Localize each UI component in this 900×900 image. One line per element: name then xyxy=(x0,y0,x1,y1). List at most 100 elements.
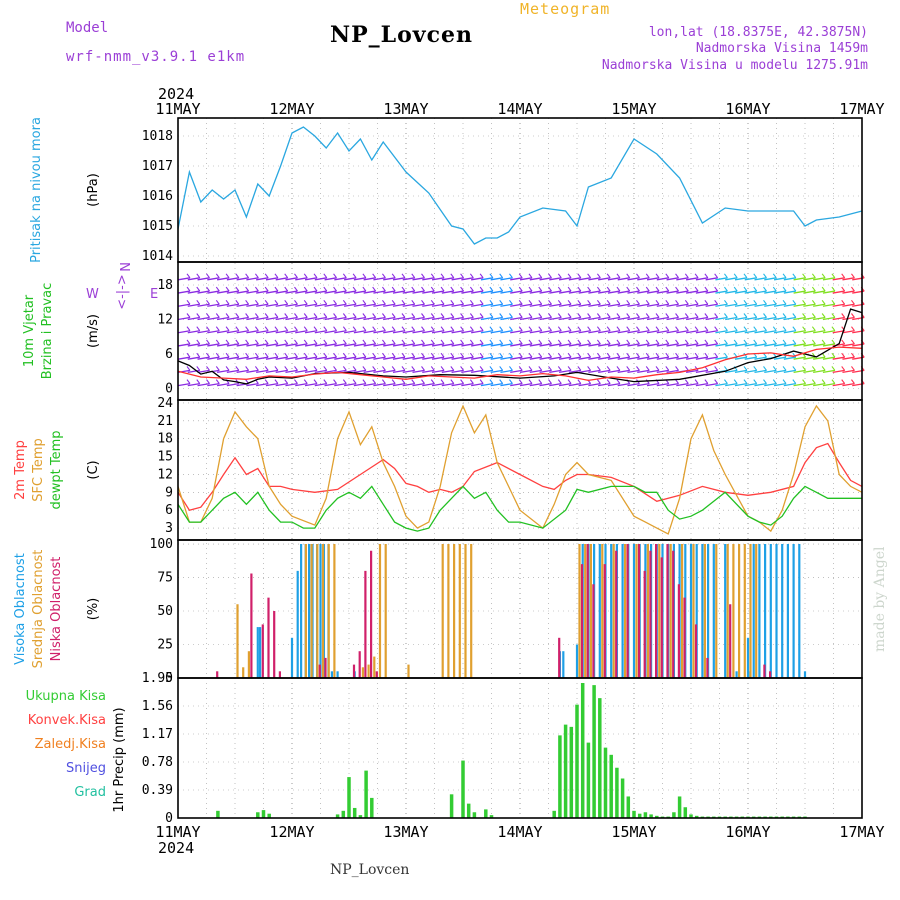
wind-barb xyxy=(284,366,289,371)
wind-barb xyxy=(353,290,366,294)
wind-barb xyxy=(401,273,406,279)
wind-barb xyxy=(626,273,631,279)
wind-barb xyxy=(500,369,513,374)
y-tick-label: 1.56 xyxy=(142,699,173,714)
wind-barb xyxy=(588,330,601,334)
wind-barb xyxy=(842,277,855,281)
wind-barb xyxy=(684,366,689,371)
wind-barb xyxy=(743,326,748,332)
wind-barb xyxy=(695,369,708,374)
wind-barb xyxy=(773,356,787,360)
wind-barb xyxy=(246,356,259,360)
wind-barb xyxy=(606,273,611,279)
wind-barb xyxy=(539,303,552,307)
wind-barb xyxy=(441,369,454,374)
wind-barb xyxy=(596,366,601,371)
wind-barb xyxy=(215,273,220,279)
wind-barb xyxy=(725,330,738,334)
y-tick-label: 1.95 xyxy=(142,671,173,686)
wind-barb xyxy=(490,316,503,321)
wind-barb xyxy=(842,290,855,294)
wind-barb xyxy=(246,277,259,281)
wind-barb xyxy=(235,286,240,292)
wind-barb xyxy=(489,286,494,292)
wind-barb xyxy=(226,369,239,374)
wind-barb xyxy=(186,339,191,345)
wind-barb xyxy=(295,356,308,360)
wind-barb xyxy=(577,299,582,305)
wind-barb xyxy=(529,369,542,374)
wind-barb xyxy=(695,303,708,307)
wind-barb xyxy=(637,303,650,307)
wind-barb xyxy=(275,382,288,387)
wind-barb xyxy=(686,303,699,307)
wind-barb xyxy=(372,326,377,332)
wind-barb xyxy=(813,303,826,307)
y-tick-label: 15 xyxy=(157,450,173,465)
wind-barb xyxy=(656,330,669,334)
wind-barb xyxy=(392,303,406,307)
wind-barb xyxy=(500,303,513,307)
wind-barb xyxy=(323,366,328,371)
wind-barb xyxy=(499,273,504,279)
wind-barb xyxy=(821,313,826,318)
wind-barb xyxy=(822,369,836,374)
wind-barb xyxy=(342,352,347,358)
wind-barb xyxy=(558,382,572,387)
wind-barb xyxy=(802,273,807,279)
wind-barb xyxy=(479,352,484,358)
wind-barb xyxy=(461,369,474,374)
wind-barb xyxy=(832,290,845,294)
wind-barb xyxy=(773,330,787,334)
wind-barb xyxy=(479,339,484,345)
wind-barb xyxy=(265,290,279,294)
wind-barb xyxy=(567,273,572,279)
wind-barb xyxy=(422,382,435,387)
wind-barb xyxy=(676,356,689,360)
wind-barb xyxy=(518,326,523,332)
wind-barb xyxy=(411,299,416,305)
wind-barb xyxy=(598,343,611,347)
wind-barb xyxy=(528,339,533,345)
y-tick-label: 9 xyxy=(165,485,173,500)
wind-barb xyxy=(734,290,748,294)
wind-barb xyxy=(705,303,718,307)
wind-barb xyxy=(479,366,484,371)
wind-barb xyxy=(392,290,406,294)
wind-barb xyxy=(821,273,826,279)
wind-barb xyxy=(412,343,425,347)
wind-barb xyxy=(499,313,504,318)
wind-barb xyxy=(598,369,611,374)
wind-barb xyxy=(811,366,816,371)
wind-barb xyxy=(529,356,542,360)
wind-barb xyxy=(216,356,230,360)
wind-barb xyxy=(422,356,435,360)
wind-barb xyxy=(324,369,337,374)
wind-barb xyxy=(772,339,777,345)
wind-barb xyxy=(324,303,337,307)
wind-barb xyxy=(372,299,377,305)
wind-barb xyxy=(529,343,542,347)
wind-barb xyxy=(274,299,279,305)
wind-barb xyxy=(764,277,777,281)
wind-barb xyxy=(207,316,220,321)
wind-barb xyxy=(684,273,689,279)
wind-barb xyxy=(489,366,494,371)
wind-barb xyxy=(754,330,767,334)
wind-barb xyxy=(344,316,357,321)
wind-barb xyxy=(430,352,435,358)
wind-barb xyxy=(469,273,474,279)
wind-barb xyxy=(666,382,679,387)
wind-barb xyxy=(362,299,367,305)
wind-barb xyxy=(607,277,621,281)
wind-barb xyxy=(549,343,562,347)
wind-barb xyxy=(392,369,406,374)
wind-barb xyxy=(401,326,406,332)
wind-barb xyxy=(558,343,572,347)
wind-barb xyxy=(480,382,494,387)
wind-barb xyxy=(471,330,484,334)
wind-barb xyxy=(207,290,220,294)
wind-barb xyxy=(489,313,494,318)
wind-barb xyxy=(226,277,239,281)
wind-barb xyxy=(450,273,455,279)
